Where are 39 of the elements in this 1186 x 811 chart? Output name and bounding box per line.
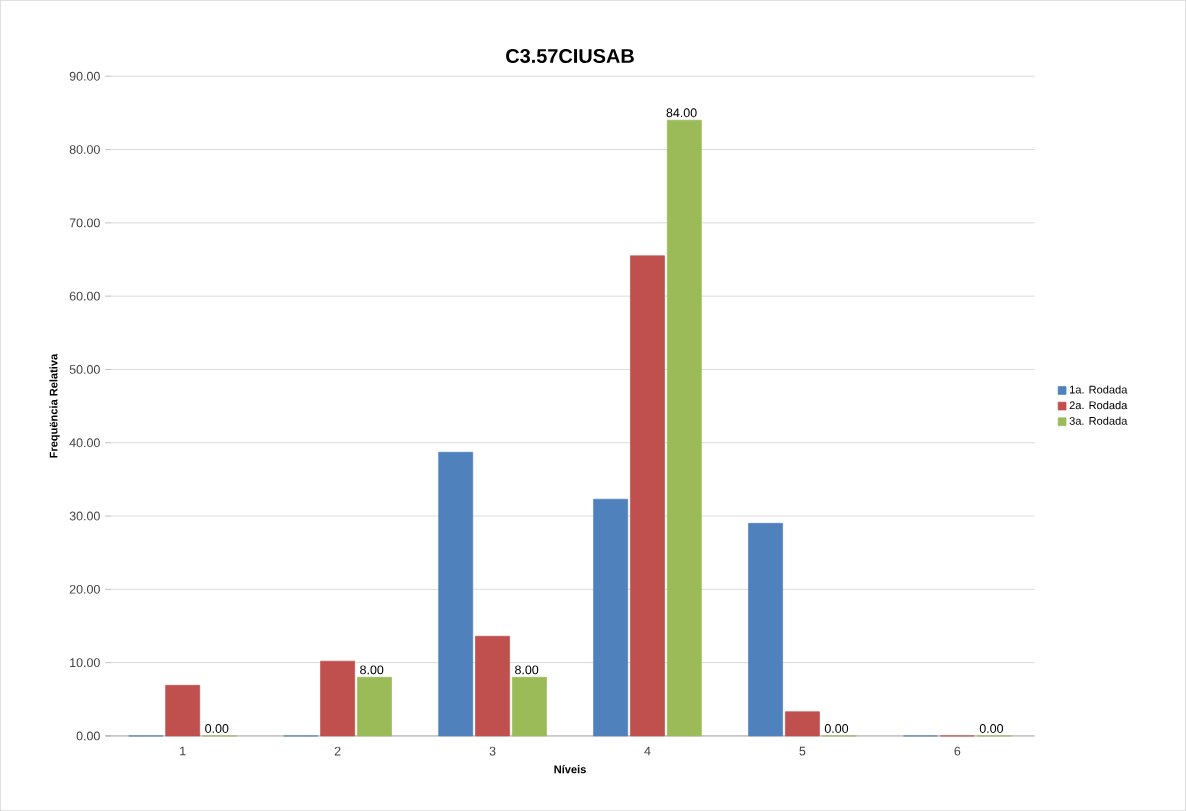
x-tick-label: 1 <box>180 746 186 756</box>
bar <box>593 498 629 737</box>
data-label: 0.00 <box>979 723 1004 733</box>
y-tick-label: 60.00 <box>69 291 100 301</box>
y-tick-label: 20.00 <box>69 584 100 594</box>
y-axis-title: Frequëncia Relativa <box>49 353 60 458</box>
y-tick-label: 0.00 <box>76 731 100 741</box>
bar <box>320 660 356 737</box>
data-label: 84.00 <box>666 108 697 118</box>
x-tick-label: 6 <box>954 746 961 756</box>
x-tick-label: 5 <box>799 746 806 756</box>
data-label: 8.00 <box>360 665 384 675</box>
bar <box>785 711 820 737</box>
data-label: 0.00 <box>824 723 849 733</box>
data-label: 0.00 <box>205 723 229 733</box>
legend-label: 2a. Rodada <box>1069 400 1128 410</box>
y-tick-label: 30.00 <box>69 511 100 521</box>
bar <box>512 676 547 737</box>
y-tick-label: 40.00 <box>69 438 100 448</box>
y-tick-label: 50.00 <box>69 364 100 374</box>
bar <box>475 635 510 737</box>
bar <box>165 684 201 737</box>
y-tick-label: 70.00 <box>69 218 100 228</box>
data-label: 8.00 <box>515 665 539 675</box>
bar <box>357 676 392 737</box>
legend-label: 1a. Rodada <box>1069 385 1128 394</box>
x-tick-label: 3 <box>489 746 496 756</box>
bar <box>666 119 702 737</box>
chart-title: C3.57CIUSAB <box>506 48 634 63</box>
bar <box>630 255 665 737</box>
x-axis-title: Níveis <box>554 764 586 774</box>
y-tick-label: 10.00 <box>70 658 100 667</box>
y-tick-label: 90.00 <box>69 71 100 81</box>
x-tick-label: 2 <box>334 746 341 756</box>
x-tick-label: 4 <box>644 746 651 756</box>
bar <box>438 451 474 737</box>
y-tick-label: 80.00 <box>69 145 100 154</box>
bar <box>748 522 783 737</box>
legend-label: 3a. Rodada <box>1069 416 1128 425</box>
